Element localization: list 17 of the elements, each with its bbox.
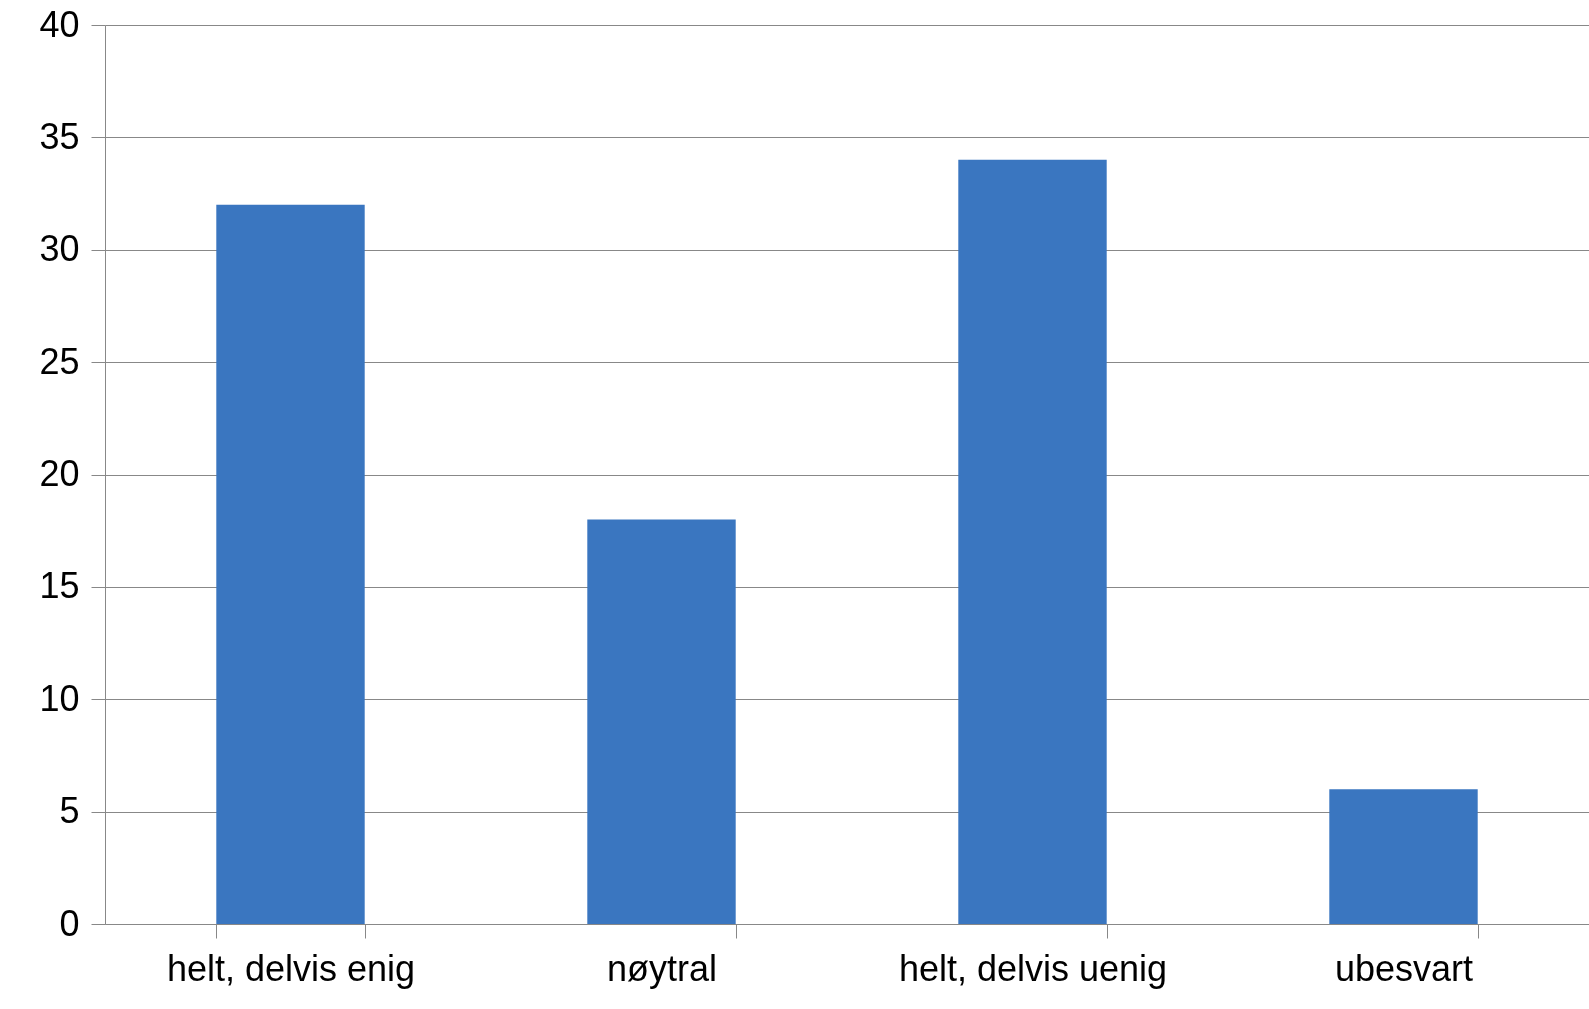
y-tick-label: 20 [39,453,80,494]
y-tick-label: 35 [39,115,80,157]
y-tick-label: 0 [59,902,80,944]
bar [1329,789,1478,924]
bar [958,159,1107,924]
bar [587,519,736,924]
y-tick-label: 25 [39,340,80,382]
y-tick-label: 10 [39,677,80,719]
x-tick-label: ubesvart [1334,947,1474,989]
y-tick-label: 40 [39,3,80,45]
x-tick-label: nøytral [606,947,718,989]
x-tick-label: helt, delvis enig [166,947,416,989]
y-tick-label: 5 [59,790,80,832]
y-tick-label: 15 [39,565,80,607]
bar [216,204,365,924]
x-tick-label: helt, delvis uenig [898,947,1168,989]
y-tick-label: 30 [39,228,80,270]
